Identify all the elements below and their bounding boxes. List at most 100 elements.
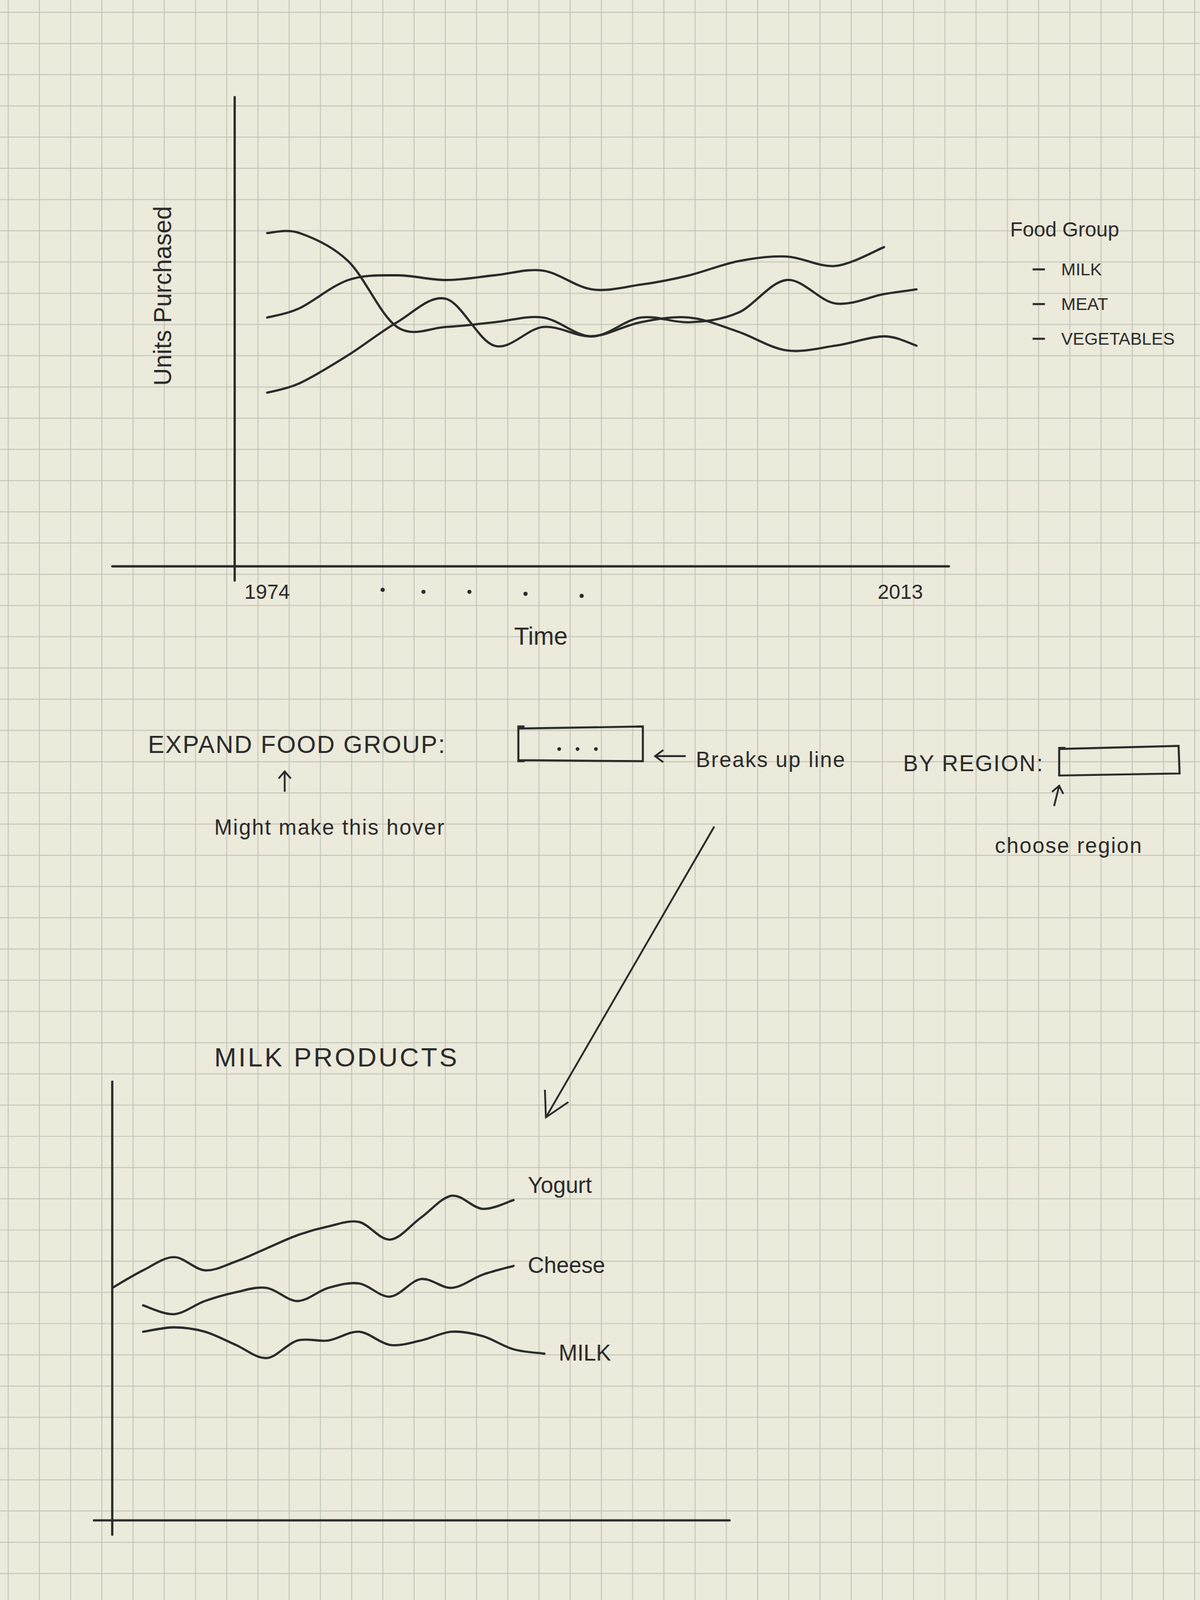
paper-line bbox=[0, 386, 1200, 388]
paper-line bbox=[0, 636, 1200, 638]
paper-line bbox=[1007, 0, 1009, 1600]
legend-entry: MEAT bbox=[1061, 294, 1109, 314]
paper-line bbox=[413, 0, 415, 1600]
note-arrow bbox=[278, 771, 292, 792]
paper-line bbox=[0, 605, 1200, 607]
paper-line bbox=[0, 324, 1200, 326]
paper-line bbox=[0, 355, 1200, 357]
paper-line bbox=[320, 0, 322, 1600]
paper-line bbox=[132, 0, 134, 1600]
ellipsis-dot bbox=[421, 590, 426, 595]
paper-line bbox=[1162, 0, 1165, 1600]
note-arrow bbox=[1051, 785, 1063, 807]
paper-line bbox=[0, 1448, 1200, 1450]
legend-swatch bbox=[1032, 268, 1046, 270]
paper-line bbox=[0, 1073, 1200, 1075]
paper-line bbox=[0, 261, 1200, 263]
paper-line bbox=[0, 1011, 1200, 1013]
paper-line bbox=[38, 0, 40, 1600]
paper-line bbox=[725, 0, 728, 1600]
annotation: BY REGION: bbox=[902, 750, 1044, 776]
chart-1: MILK PRODUCTSYogurtCheeseMILK bbox=[94, 1042, 730, 1535]
paper-line bbox=[0, 511, 1200, 513]
paper-line bbox=[0, 1198, 1200, 1200]
paper-line bbox=[632, 0, 634, 1600]
paper-line bbox=[663, 0, 665, 1600]
series-label: Yogurt bbox=[527, 1172, 592, 1198]
annotation: choose region bbox=[994, 833, 1143, 858]
x-tick-label: 1974 bbox=[244, 580, 290, 603]
paper-line bbox=[0, 1042, 1200, 1044]
paper-line bbox=[195, 0, 197, 1600]
paper-line bbox=[7, 0, 9, 1600]
paper-line bbox=[0, 1167, 1200, 1169]
paper-line bbox=[0, 167, 1200, 169]
legend-entry: MILK bbox=[1061, 259, 1102, 279]
paper-line bbox=[0, 917, 1200, 919]
dropdown-box bbox=[1059, 745, 1180, 776]
paper-line bbox=[944, 0, 946, 1600]
paper-line bbox=[382, 0, 384, 1600]
paper-line bbox=[0, 573, 1200, 575]
paper-line bbox=[975, 0, 978, 1600]
paper-line bbox=[0, 1385, 1200, 1388]
x-axis-label: Time bbox=[514, 622, 568, 650]
paper-line bbox=[351, 0, 353, 1600]
paper-line bbox=[788, 0, 790, 1600]
paper-line bbox=[0, 448, 1200, 450]
paper-line bbox=[0, 1229, 1200, 1231]
legend-swatch bbox=[1032, 337, 1046, 340]
paper-line bbox=[0, 105, 1200, 107]
x-tick-label: 2013 bbox=[877, 580, 923, 603]
paper-line bbox=[0, 1417, 1200, 1419]
paper-line bbox=[507, 0, 509, 1600]
paper-line bbox=[288, 0, 290, 1600]
annotations: EXPAND FOOD GROUP:Breaks up lineMight ma… bbox=[148, 726, 1180, 1118]
paper-line bbox=[0, 1479, 1200, 1481]
paper-line bbox=[257, 0, 259, 1600]
dropdown-dot bbox=[557, 747, 561, 751]
paper-line bbox=[0, 948, 1200, 950]
paper-line bbox=[0, 292, 1200, 295]
dropdown-dot bbox=[594, 747, 598, 751]
ellipsis-dot bbox=[467, 590, 472, 595]
note-arrow bbox=[655, 750, 686, 763]
y-axis-label: Units Purchased bbox=[148, 205, 177, 386]
x-axis bbox=[94, 1519, 730, 1522]
ellipsis-dot bbox=[579, 594, 584, 599]
series-line bbox=[267, 247, 885, 318]
paper-line bbox=[0, 823, 1200, 825]
paper-line bbox=[0, 74, 1200, 76]
series-line bbox=[142, 1265, 514, 1315]
series-label: MILK bbox=[558, 1340, 612, 1366]
paper-line bbox=[0, 480, 1200, 482]
paper-line bbox=[226, 0, 228, 1600]
paper-line bbox=[0, 542, 1200, 544]
paper-line bbox=[475, 0, 478, 1600]
dropdown-dot bbox=[575, 747, 580, 751]
paper-line bbox=[1131, 0, 1133, 1600]
sketch: 1974 2013 Time Units Purchased Food Group MIL… bbox=[0, 0, 1200, 1600]
paper-line bbox=[0, 1104, 1200, 1106]
annotation: Might make this hover bbox=[214, 815, 446, 840]
paper-line bbox=[0, 979, 1200, 981]
paper-grid bbox=[0, 0, 1200, 1600]
paper-line bbox=[0, 1322, 1200, 1325]
paper-line bbox=[757, 0, 759, 1600]
dropdown-box bbox=[518, 726, 643, 762]
series-line bbox=[142, 1327, 545, 1358]
series-line bbox=[267, 298, 917, 393]
y-axis bbox=[111, 1081, 114, 1535]
series-group bbox=[267, 231, 917, 393]
legend-title: Food Group bbox=[1010, 218, 1119, 241]
paper-line bbox=[850, 0, 852, 1600]
annotation: Breaks up line bbox=[695, 747, 846, 772]
paper-line bbox=[881, 0, 883, 1600]
series-line bbox=[267, 231, 917, 337]
ellipsis-dot bbox=[380, 587, 385, 592]
paper-line bbox=[0, 136, 1200, 138]
paper-line bbox=[0, 698, 1200, 700]
paper-line bbox=[444, 0, 446, 1600]
legend-swatch bbox=[1032, 302, 1046, 305]
chart-title: MILK PRODUCTS bbox=[214, 1042, 459, 1073]
